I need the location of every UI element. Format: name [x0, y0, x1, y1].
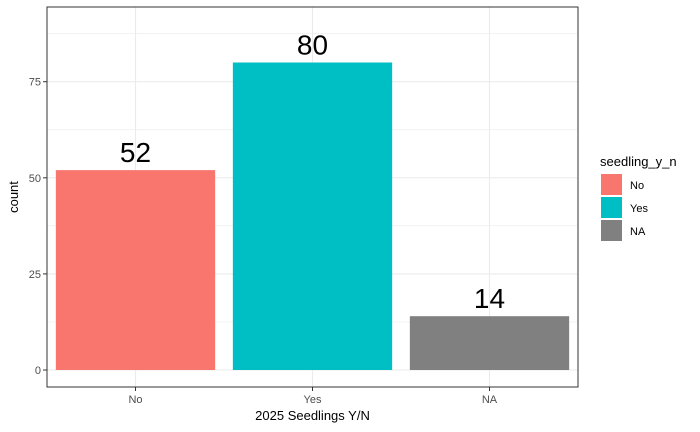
- legend-key-yes: [601, 197, 622, 218]
- y-tick-label: 50: [29, 173, 41, 185]
- bar-na: [409, 316, 570, 370]
- x-tick-label: No: [128, 394, 142, 406]
- data-labels: 52 80 14: [120, 30, 505, 315]
- legend-label-yes: Yes: [630, 203, 648, 215]
- y-tick-label: 0: [35, 365, 41, 377]
- bar-no: [55, 170, 216, 370]
- x-tick-label: NA: [482, 394, 498, 406]
- bars: [55, 62, 570, 370]
- y-axis-title: count: [6, 181, 21, 213]
- y-axis: 0 25 50 75: [29, 77, 47, 377]
- data-label-no: 52: [120, 137, 151, 168]
- legend-label-no: No: [630, 180, 644, 192]
- bar-yes: [232, 62, 393, 370]
- x-axis: No Yes NA: [128, 387, 498, 406]
- x-axis-title: 2025 Seedlings Y/N: [255, 408, 370, 423]
- legend-key-na: [601, 220, 622, 241]
- data-label-na: 14: [474, 283, 505, 314]
- legend-title: seedling_y_n: [600, 154, 677, 169]
- legend-key-no: [601, 174, 622, 195]
- data-label-yes: 80: [297, 30, 328, 61]
- y-tick-label: 75: [29, 77, 41, 89]
- legend: seedling_y_n No Yes NA: [600, 154, 677, 241]
- y-tick-label: 25: [29, 269, 41, 281]
- x-tick-label: Yes: [304, 394, 322, 406]
- legend-label-na: NA: [630, 226, 646, 238]
